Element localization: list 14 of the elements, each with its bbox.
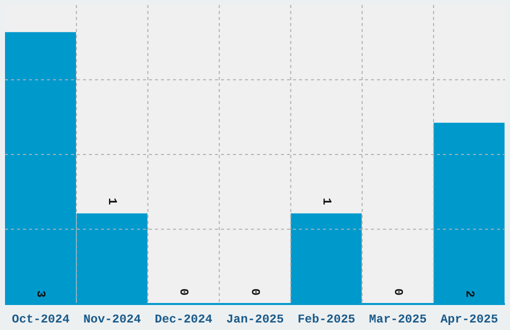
x-tick-label: Oct-2024 <box>12 312 70 327</box>
data-label: 0 <box>248 288 262 296</box>
x-tick-label: Nov-2024 <box>83 312 141 327</box>
x-tick-label: Apr-2025 <box>440 312 498 327</box>
data-label: 1 <box>105 198 120 205</box>
x-tick-label: Dec-2024 <box>154 312 212 327</box>
data-label: 0 <box>390 288 405 296</box>
x-tick-label: Jan-2025 <box>226 312 284 327</box>
data-label: 1 <box>319 198 334 205</box>
x-tick-label: Mar-2025 <box>369 312 427 327</box>
x-tick-label: Feb-2025 <box>298 312 356 327</box>
data-label: 3 <box>34 290 48 298</box>
data-label: 0 <box>176 288 191 296</box>
data-label: 2 <box>462 290 476 298</box>
